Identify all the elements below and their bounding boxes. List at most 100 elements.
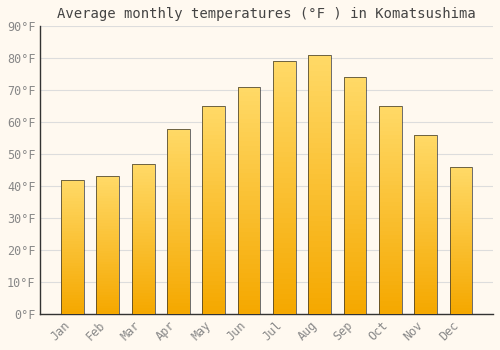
- Bar: [414, 185, 437, 189]
- Bar: [273, 218, 296, 223]
- Bar: [379, 164, 402, 168]
- Bar: [344, 290, 366, 295]
- Bar: [167, 151, 190, 154]
- Bar: [96, 289, 119, 292]
- Bar: [238, 132, 260, 137]
- Bar: [202, 247, 225, 252]
- Bar: [273, 102, 296, 107]
- Bar: [202, 210, 225, 214]
- Bar: [132, 224, 154, 227]
- Bar: [61, 241, 84, 244]
- Bar: [414, 210, 437, 214]
- Bar: [308, 278, 331, 283]
- Bar: [450, 226, 472, 229]
- Bar: [96, 248, 119, 251]
- Bar: [167, 251, 190, 254]
- Bar: [96, 176, 119, 179]
- Bar: [379, 218, 402, 223]
- Bar: [344, 215, 366, 219]
- Bar: [202, 185, 225, 189]
- Bar: [273, 309, 296, 314]
- Bar: [167, 203, 190, 206]
- Bar: [450, 190, 472, 193]
- Bar: [167, 195, 190, 199]
- Bar: [414, 146, 437, 149]
- Bar: [414, 167, 437, 171]
- Bar: [202, 106, 225, 314]
- Bar: [450, 264, 472, 267]
- Bar: [96, 196, 119, 198]
- Bar: [238, 141, 260, 146]
- Bar: [202, 197, 225, 202]
- Bar: [167, 277, 190, 280]
- Bar: [273, 258, 296, 264]
- Bar: [61, 190, 84, 193]
- Bar: [167, 132, 190, 136]
- Bar: [379, 127, 402, 131]
- Bar: [344, 281, 366, 286]
- Bar: [414, 192, 437, 196]
- Bar: [238, 305, 260, 309]
- Bar: [238, 259, 260, 264]
- Bar: [202, 306, 225, 310]
- Bar: [61, 217, 84, 220]
- Bar: [202, 252, 225, 256]
- Bar: [414, 156, 437, 160]
- Bar: [450, 296, 472, 299]
- Bar: [414, 232, 437, 235]
- Bar: [96, 292, 119, 295]
- Bar: [344, 82, 366, 87]
- Bar: [379, 177, 402, 181]
- Bar: [450, 182, 472, 184]
- Bar: [379, 293, 402, 297]
- Bar: [344, 172, 366, 177]
- Bar: [132, 170, 154, 173]
- Bar: [167, 258, 190, 262]
- Bar: [273, 208, 296, 213]
- Bar: [450, 273, 472, 276]
- Bar: [202, 227, 225, 231]
- Bar: [344, 262, 366, 267]
- Bar: [344, 177, 366, 181]
- Bar: [273, 66, 296, 71]
- Bar: [379, 210, 402, 214]
- Bar: [414, 242, 437, 246]
- Bar: [379, 181, 402, 185]
- Bar: [308, 247, 331, 252]
- Bar: [202, 235, 225, 239]
- Bar: [344, 196, 366, 201]
- Bar: [414, 289, 437, 292]
- Bar: [202, 202, 225, 206]
- Bar: [61, 239, 84, 241]
- Bar: [167, 288, 190, 292]
- Bar: [61, 196, 84, 198]
- Bar: [238, 228, 260, 232]
- Bar: [344, 309, 366, 314]
- Bar: [61, 298, 84, 300]
- Bar: [167, 280, 190, 284]
- Bar: [379, 214, 402, 218]
- Bar: [344, 120, 366, 125]
- Bar: [308, 216, 331, 221]
- Bar: [96, 300, 119, 303]
- Bar: [132, 164, 154, 314]
- Bar: [308, 309, 331, 314]
- Bar: [238, 92, 260, 96]
- Bar: [96, 229, 119, 231]
- Bar: [202, 127, 225, 131]
- Bar: [238, 87, 260, 92]
- Bar: [450, 240, 472, 243]
- Bar: [273, 62, 296, 66]
- Bar: [61, 209, 84, 212]
- Bar: [132, 287, 154, 290]
- Bar: [167, 147, 190, 151]
- Bar: [273, 77, 296, 82]
- Bar: [308, 112, 331, 117]
- Bar: [96, 278, 119, 281]
- Bar: [344, 87, 366, 92]
- Bar: [132, 164, 154, 167]
- Bar: [344, 271, 366, 276]
- Bar: [202, 239, 225, 243]
- Bar: [96, 251, 119, 253]
- Bar: [132, 278, 154, 281]
